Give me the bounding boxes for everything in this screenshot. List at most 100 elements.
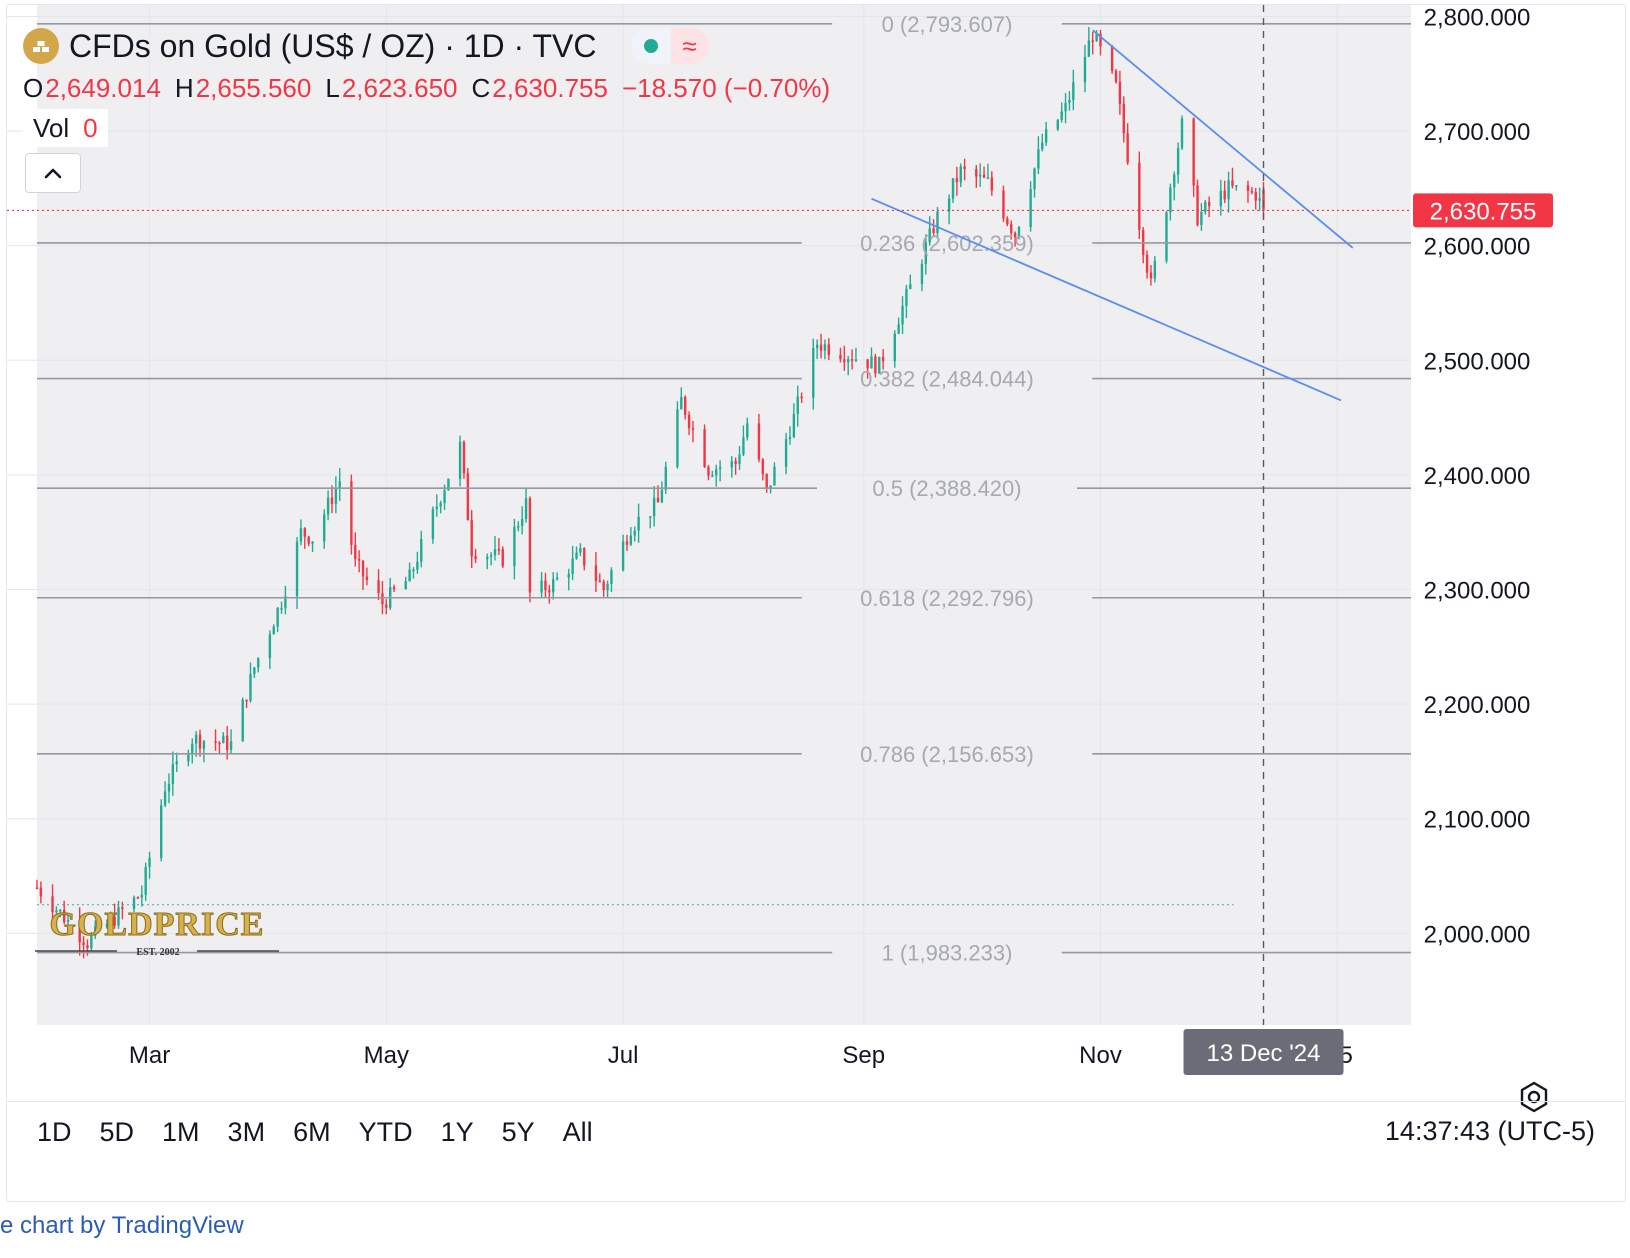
candle-body	[493, 549, 497, 556]
volume-legend: Vol 0	[23, 109, 108, 147]
candle-body	[354, 544, 357, 560]
candle-body	[295, 541, 299, 597]
candle-body	[82, 942, 85, 946]
candle-body	[222, 735, 225, 744]
session-clock[interactable]: 14:37:43 (UTC-5)	[1384, 1115, 1595, 1146]
y-axis-tick-label: 2,100.000	[1424, 807, 1531, 834]
candle-body	[94, 926, 97, 936]
y-axis-tick-label: 2,600.000	[1424, 234, 1531, 261]
candle-body	[66, 920, 70, 922]
candle-body	[951, 178, 955, 199]
candle-body	[571, 558, 574, 574]
candle-body	[711, 475, 714, 477]
candle-body	[1006, 218, 1009, 225]
candle-body	[1223, 190, 1226, 200]
range-3m-button[interactable]: 3M	[227, 1116, 266, 1147]
candle-body	[136, 897, 140, 899]
candle-body	[257, 658, 260, 668]
candle-body	[299, 528, 303, 542]
candle-body	[629, 535, 633, 545]
symbol-title[interactable]: CFDs on Gold (US$ / OZ) · 1D · TVC	[69, 27, 597, 64]
y-axis-tick-label: 2,700.000	[1424, 119, 1531, 146]
range-1d-button[interactable]: 1D	[37, 1116, 72, 1147]
candle-body	[676, 409, 679, 467]
candle-body	[827, 344, 830, 355]
candle-body	[812, 348, 815, 398]
candle-body	[501, 549, 504, 567]
candle-body	[1145, 254, 1149, 273]
candle-body	[458, 441, 462, 479]
candle-body	[1192, 118, 1195, 186]
candle-body	[649, 516, 652, 518]
candle-body	[878, 356, 881, 374]
price-chart[interactable]: 0 (2,793.607) 0.236 (2,602.359) 0.382 (2,4…	[7, 5, 1625, 1101]
candle-body	[140, 894, 143, 898]
candle-body	[198, 734, 202, 749]
x-axis-tick-label: May	[364, 1042, 409, 1069]
candle-body	[1072, 82, 1075, 101]
candle-body	[893, 333, 896, 362]
chart-legend: CFDs on Gold (US$ / OZ) · 1D · TVC ≈	[23, 23, 709, 69]
candle-body	[839, 354, 842, 360]
candle-body	[552, 579, 555, 593]
candle-body	[959, 166, 962, 183]
fib-level-label: 0 (2,793.607)	[882, 12, 1013, 37]
y-axis-tick-label: 2,500.000	[1424, 348, 1531, 375]
open-value: 2,649.014	[45, 72, 161, 103]
range-6m-button[interactable]: 6M	[293, 1116, 331, 1147]
candle-body	[392, 587, 396, 590]
range-1m-button[interactable]: 1M	[162, 1116, 200, 1147]
candle-body	[1099, 33, 1102, 47]
x-axis-tick-label: Jul	[608, 1042, 639, 1069]
candle-body	[1114, 70, 1118, 83]
candle-body	[245, 699, 248, 702]
candle-body	[175, 761, 178, 765]
gold-bars-icon	[23, 28, 59, 64]
candle-body	[160, 805, 163, 858]
candle-body	[466, 473, 470, 521]
candle-body	[1227, 180, 1230, 200]
candle-body	[819, 344, 823, 351]
watermark-est-label: EST. 2002	[136, 947, 179, 958]
candle-body	[680, 397, 683, 410]
range-all-button[interactable]: All	[562, 1116, 593, 1147]
candle-body	[365, 576, 369, 580]
range-5d-button[interactable]: 5D	[99, 1116, 135, 1147]
candle-body	[1056, 119, 1059, 130]
candle-body	[497, 549, 501, 551]
settings-gear-icon[interactable]	[1517, 1080, 1551, 1114]
candle-body	[1044, 129, 1048, 143]
candle-body	[718, 467, 722, 470]
candle-body	[524, 498, 528, 519]
fib-level-label: 0.786 (2,156.653)	[860, 742, 1034, 767]
candle-body	[773, 466, 776, 486]
candle-body	[311, 541, 314, 544]
candle-body	[897, 324, 900, 334]
y-axis-tick-label: 2,000.000	[1424, 921, 1531, 948]
candle-body	[121, 907, 124, 909]
candle-body	[303, 528, 307, 537]
candle-body	[850, 359, 854, 361]
candle-body	[1010, 224, 1013, 233]
candle-body	[163, 791, 167, 806]
candle-body	[854, 359, 858, 361]
candle-body	[982, 174, 986, 178]
collapse-legend-button[interactable]	[25, 153, 81, 193]
candle-body	[132, 897, 136, 909]
market-status-pill[interactable]: ≈	[630, 28, 709, 64]
candle-body	[109, 916, 112, 925]
tradingview-attribution-link[interactable]: e chart by TradingView	[0, 1212, 244, 1239]
range-1y-button[interactable]: 1Y	[440, 1116, 474, 1147]
y-axis-tick-label: 2,200.000	[1424, 692, 1531, 719]
candle-body	[280, 608, 283, 610]
candle-body	[218, 742, 221, 745]
candle-body	[62, 909, 66, 922]
candle-body	[660, 489, 664, 503]
range-ytd-button[interactable]: YTD	[358, 1116, 413, 1147]
candle-body	[656, 497, 660, 503]
candle-body	[555, 577, 559, 580]
candle-body	[567, 573, 570, 578]
range-5y-button[interactable]: 5Y	[501, 1116, 535, 1147]
candle-body	[528, 498, 532, 593]
candle-body	[1173, 174, 1176, 188]
